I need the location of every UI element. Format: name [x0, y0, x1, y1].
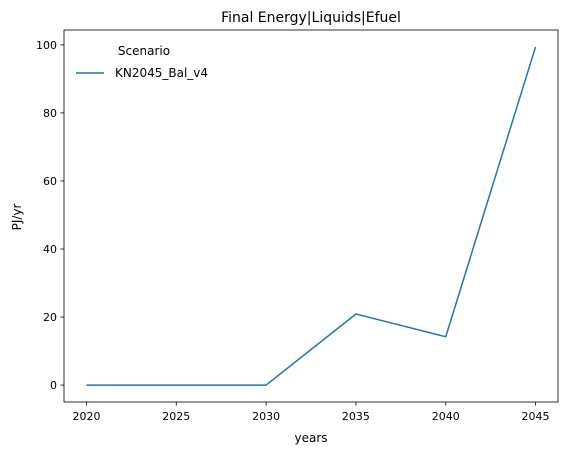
y-tick-label: 0	[50, 379, 57, 392]
y-axis-label: PJ/yr	[10, 204, 24, 231]
plot-frame	[63, 29, 559, 403]
y-axis-ticks: 0 20 40 60 80 100	[36, 39, 64, 392]
chart-title: Final Energy|Liquids|Efuel	[221, 10, 401, 26]
x-tick-label: 2035	[342, 410, 370, 423]
x-axis-ticks: 2020 2025 2030 2035 2040 2045	[72, 402, 550, 423]
y-tick-label: 40	[43, 243, 57, 256]
legend-label-kn2045-bal-v4: KN2045_Bal_v4	[115, 66, 208, 80]
x-tick-label: 2025	[162, 410, 190, 423]
legend: Scenario KN2045_Bal_v4	[76, 44, 208, 80]
legend-title: Scenario	[118, 44, 170, 58]
x-tick-label: 2045	[522, 410, 550, 423]
x-tick-label: 2030	[252, 410, 280, 423]
x-tick-label: 2040	[432, 410, 460, 423]
x-axis-label: years	[294, 431, 327, 445]
series-layer	[86, 46, 537, 386]
y-tick-label: 100	[36, 39, 57, 52]
series-line-0	[86, 46, 537, 386]
x-tick-label: 2020	[72, 410, 100, 423]
y-tick-label: 60	[43, 175, 57, 188]
y-tick-label: 80	[43, 107, 57, 120]
y-tick-label: 20	[43, 311, 57, 324]
